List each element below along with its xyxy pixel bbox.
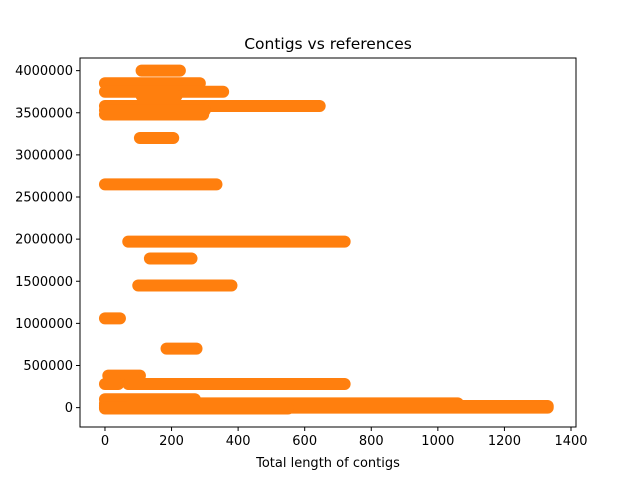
x-tick-label: 800 bbox=[359, 434, 384, 449]
x-axis-label: Total length of contigs bbox=[255, 456, 400, 471]
y-axis: 0 500000 1000000 1500000 2000000 2500000 30000… bbox=[15, 64, 80, 416]
x-tick-label: 600 bbox=[292, 434, 317, 449]
x-tick-label: 200 bbox=[159, 434, 184, 449]
y-tick-label: 2000000 bbox=[15, 233, 73, 248]
y-tick-label: 4000000 bbox=[15, 64, 73, 79]
y-tick-label: 1500000 bbox=[15, 275, 73, 290]
plot-frame bbox=[79, 57, 577, 428]
data-marks bbox=[98, 64, 554, 415]
y-tick-label: 2500000 bbox=[15, 191, 73, 206]
y-tick-label: 3000000 bbox=[15, 148, 73, 163]
x-tick-label: 1000 bbox=[421, 434, 454, 449]
x-tick-label: 1400 bbox=[554, 434, 587, 449]
y-tick-label: 500000 bbox=[23, 359, 73, 374]
y-tick-label: 0 bbox=[65, 401, 73, 416]
x-axis: 0 200 400 600 800 1000 1200 1400 bbox=[101, 427, 588, 449]
x-tick-label: 1200 bbox=[488, 434, 521, 449]
x-tick-label: 400 bbox=[226, 434, 251, 449]
chart-title: Contigs vs references bbox=[244, 35, 412, 53]
y-tick-label: 3500000 bbox=[15, 106, 73, 121]
x-tick-label: 0 bbox=[101, 434, 109, 449]
y-tick-label: 1000000 bbox=[15, 317, 73, 332]
